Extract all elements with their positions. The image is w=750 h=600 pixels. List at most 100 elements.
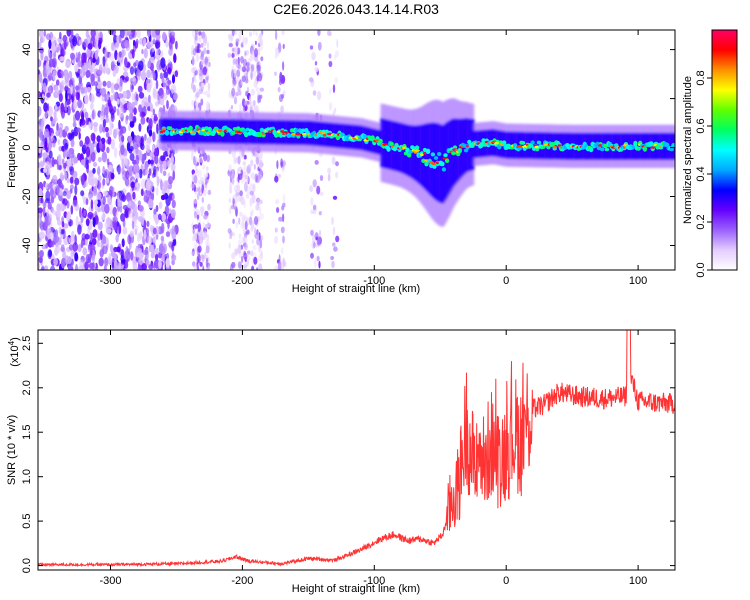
noise-blob [244,261,247,270]
noise-blob [329,88,332,95]
noise-blob [58,93,63,103]
noise-blob [237,63,241,70]
noise-blob [152,145,155,153]
x-tick-label: -300 [99,275,121,287]
noise-blob [194,69,198,76]
noise-blob [240,169,243,176]
noise-blob [97,156,102,163]
noise-blob [202,164,206,170]
ridge-core-blob [421,158,426,163]
noise-blob [70,52,75,60]
noise-blob [41,36,45,43]
x-tick-label: -100 [363,575,385,587]
snr-y-axis-label: SNR (10 * v/v) [6,415,18,485]
ridge-core-peak [420,153,424,156]
ridge-core-blob [408,149,413,154]
noise-blob [96,167,101,176]
noise-blob [69,166,73,172]
ridge-core-peak [552,146,557,149]
noise-blob [245,37,248,44]
y-tick-label: 40 [21,43,33,55]
noise-blob [70,129,75,140]
noise-blob [59,31,62,40]
noise-blob [121,158,125,168]
noise-blob [152,236,156,247]
noise-blob [197,68,201,74]
x-tick-label: -200 [231,275,253,287]
noise-blob [280,105,284,114]
noise-blob [328,102,333,111]
y-tick-label: 1.0 [21,469,33,484]
noise-blob [253,163,256,170]
noise-blob [235,38,240,43]
noise-blob [72,121,77,128]
noise-blob [327,173,331,182]
ridge-core-blob [340,132,345,137]
noise-blob [206,62,210,68]
noise-blob [332,84,336,93]
noise-blob [256,197,261,203]
noise-blob [227,52,232,59]
noise-blob [55,43,61,53]
noise-blob [100,230,103,240]
noise-blob [228,242,231,249]
noise-blob [122,90,127,99]
noise-blob [40,197,44,204]
colorbar-tick-label: 0.8 [695,70,707,85]
noise-blob [77,224,82,235]
noise-blob [254,48,258,58]
noise-blob [148,264,154,270]
noise-blob [148,129,153,137]
noise-blob [193,211,198,219]
noise-blob [65,90,68,102]
noise-blob [152,72,156,81]
noise-blob [145,180,151,191]
noise-blob [168,48,173,56]
noise-blob [233,157,237,165]
noise-blob [205,177,208,186]
noise-blob [231,69,235,80]
noise-blob [318,211,322,216]
noise-blob [143,48,148,59]
noise-blob [69,236,75,245]
noise-blob [93,185,97,194]
noise-blob [232,79,237,86]
snr-y-scale-exponent: 4 [7,340,16,345]
noise-blob [207,203,211,211]
noise-blob [102,80,107,87]
noise-blob [194,33,198,41]
noise-blob [259,36,263,46]
noise-blob [159,87,165,99]
noise-blob [195,168,199,174]
noise-blob [331,216,334,225]
noise-blob [250,159,254,167]
ridge-core-blob [530,140,535,145]
noise-blob [247,58,251,64]
noise-blob [126,141,131,152]
noise-blob [115,127,120,135]
noise-blob [125,115,129,121]
y-tick-label: 0.5 [21,513,33,528]
noise-blob [204,223,208,229]
noise-blob [149,151,154,158]
noise-blob [277,86,281,93]
noise-blob [205,257,209,268]
noise-blob [204,251,207,260]
noise-blob [127,30,133,37]
noise-blob [46,92,51,98]
noise-blob [173,92,178,101]
noise-blob [61,257,66,269]
noise-blob [310,229,314,236]
noise-blob [314,258,317,268]
noise-blob [245,62,250,67]
noise-blob [97,76,101,82]
noise-blob [252,70,257,78]
ridge-core-blob [449,147,455,152]
noise-blob [82,247,88,256]
noise-blob [124,260,129,269]
ridge-core-blob [440,161,445,167]
noise-blob [173,53,177,64]
noise-blob [39,231,45,240]
noise-blob [231,105,233,110]
